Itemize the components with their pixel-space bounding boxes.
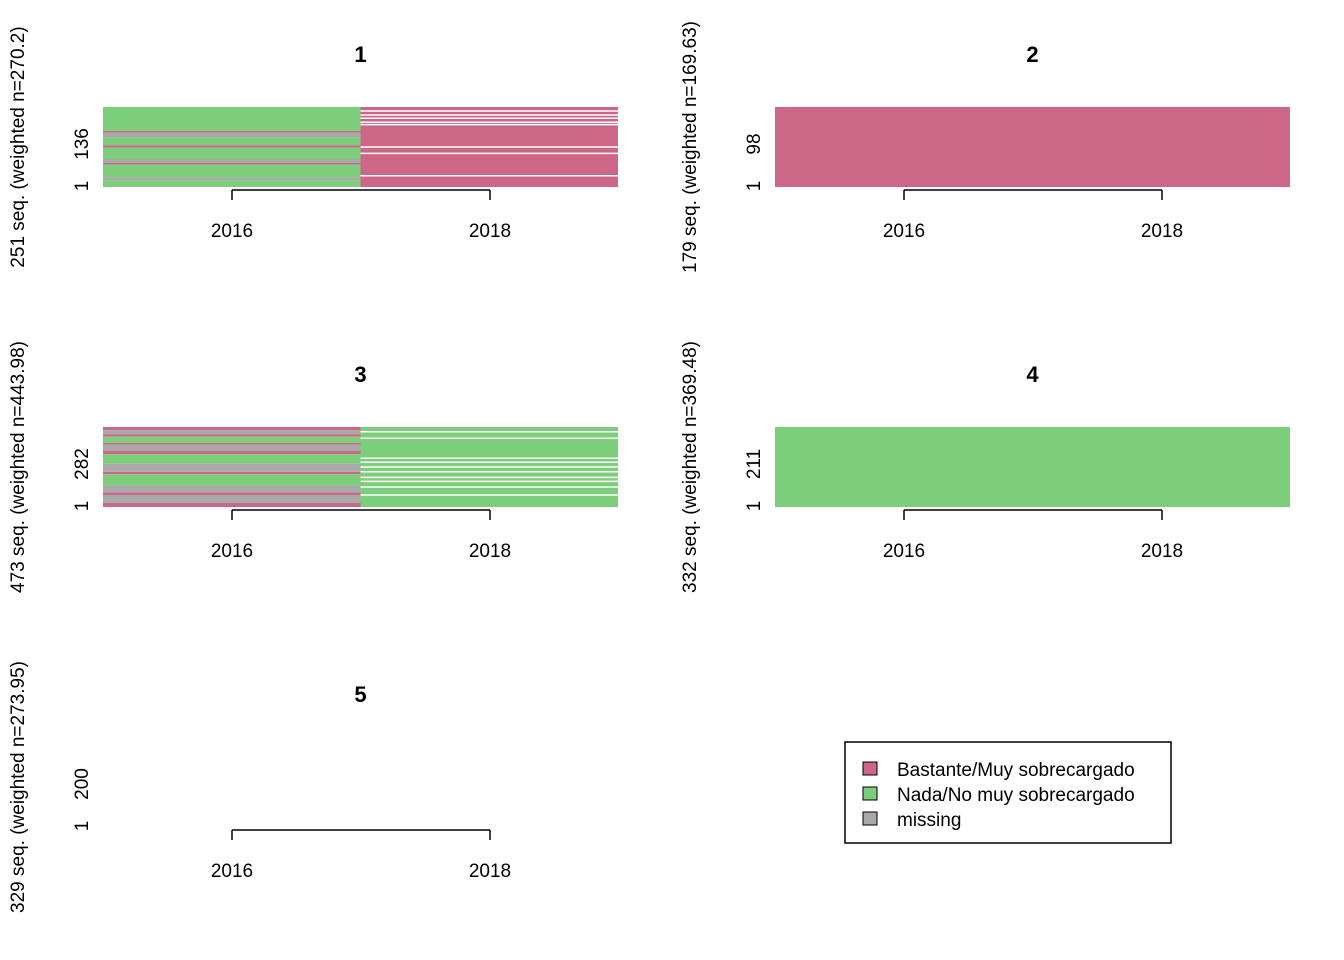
sequence-band-bastante: [360, 115, 618, 119]
sequence-band-missing: [103, 159, 361, 163]
sequence-band-bastante: [360, 107, 618, 111]
y-tick-label: 136: [72, 128, 93, 160]
sequence-band-missing: [103, 495, 361, 503]
sequence-band-bastante: [360, 118, 618, 123]
legend-label: Bastante/Muy sobrecargado: [897, 760, 1135, 781]
y-axis-label: 329 seq. (weighted n=273.95): [8, 661, 29, 913]
y-tick-label: 1: [744, 181, 765, 192]
y-tick-label: 1: [72, 821, 93, 832]
sequence-band-bastante: [360, 122, 618, 125]
sequence-band-missing: [103, 444, 361, 451]
sequence-band-bastante: [775, 107, 1033, 187]
x-tick-label: 2016: [883, 221, 925, 242]
x-tick-label: 2018: [1141, 221, 1183, 242]
panel-title: 1: [354, 42, 366, 67]
sequence-band-bastante: [103, 471, 361, 475]
sequence-band-bastante: [360, 175, 618, 187]
sequence-band-bastante: [103, 163, 361, 165]
sequence-band-bastante: [103, 451, 361, 455]
sequence-band-missing: [103, 132, 361, 138]
y-tick-label: 98: [744, 133, 765, 154]
legend-box: [844, 741, 1172, 844]
sequence-band-nada: [103, 454, 361, 464]
y-axis-label: 251 seq. (weighted n=270.2): [8, 26, 29, 267]
x-tick-label: 2018: [469, 541, 511, 562]
y-tick-label: 200: [72, 768, 93, 800]
y-tick-label: 1: [744, 501, 765, 512]
sequence-band-bastante: [360, 153, 618, 176]
x-tick-label: 2016: [211, 541, 253, 562]
y-axis-label: 473 seq. (weighted n=443.98): [8, 341, 29, 593]
legend-swatch-missing: [862, 811, 878, 826]
x-tick-label: 2018: [469, 221, 511, 242]
sequence-band-bastante: [1032, 107, 1290, 187]
sequence-band-missing: [103, 177, 361, 181]
sequence-band-nada: [103, 147, 361, 159]
sequence-band-nada: [360, 462, 618, 467]
sequence-band-nada: [1032, 427, 1290, 507]
sequence-band-missing: [103, 430, 361, 435]
sequence-band-nada: [360, 427, 618, 432]
panel-title: 5: [354, 682, 366, 707]
sequence-band-bastante: [103, 427, 361, 431]
sequence-band-nada: [360, 487, 618, 495]
sequence-band-nada: [360, 438, 618, 459]
y-tick-label: 1: [72, 181, 93, 192]
x-tick-label: 2016: [211, 861, 253, 882]
sequence-band-bastante: [360, 124, 618, 147]
sequence-band-bastante: [103, 443, 361, 445]
x-tick-label: 2018: [469, 861, 511, 882]
x-tick-label: 2016: [883, 541, 925, 562]
y-axis-label: 332 seq. (weighted n=369.48): [680, 341, 701, 593]
sequence-band-nada: [103, 164, 361, 178]
legend-label: missing: [897, 810, 961, 831]
x-tick-label: 2018: [1141, 541, 1183, 562]
sequence-band-bastante: [103, 131, 361, 133]
sequence-band-nada: [103, 137, 361, 146]
sequence-band-nada: [360, 467, 618, 472]
sequence-band-nada: [360, 431, 618, 439]
sequence-band-nada: [103, 474, 361, 486]
y-axis-label: 179 seq. (weighted n=169.63): [680, 21, 701, 273]
sequence-band-bastante: [103, 145, 361, 148]
sequence-band-nada: [360, 477, 618, 482]
sequence-band-bastante: [103, 492, 361, 495]
sequence-band-nada: [103, 180, 361, 187]
x-tick-label: 2016: [211, 221, 253, 242]
sequence-band-bastante: [360, 147, 618, 154]
panel-title: 2: [1026, 42, 1038, 67]
sequence-band-nada: [103, 436, 361, 443]
legend-swatch-bastante: [862, 761, 878, 776]
sequence-band-nada: [103, 107, 361, 131]
panel-title: 3: [354, 362, 366, 387]
sequence-band-nada: [775, 427, 1033, 507]
sequence-band-bastante: [103, 434, 361, 437]
sequence-band-nada: [360, 481, 618, 487]
sequence-band-bastante: [360, 111, 618, 115]
y-tick-label: 282: [72, 448, 93, 480]
sequence-band-bastante: [103, 503, 361, 507]
y-tick-label: 211: [744, 449, 765, 479]
sequence-band-nada: [360, 495, 618, 507]
y-tick-label: 1: [72, 501, 93, 512]
legend-swatch-nada: [862, 786, 878, 801]
legend-label: Nada/No muy sobrecargado: [897, 785, 1135, 806]
sequence-band-nada: [360, 471, 618, 478]
sequence-band-nada: [360, 458, 618, 463]
sequence-band-missing: [103, 463, 361, 472]
panel-title: 4: [1026, 362, 1039, 387]
sequence-band-missing: [103, 485, 361, 493]
